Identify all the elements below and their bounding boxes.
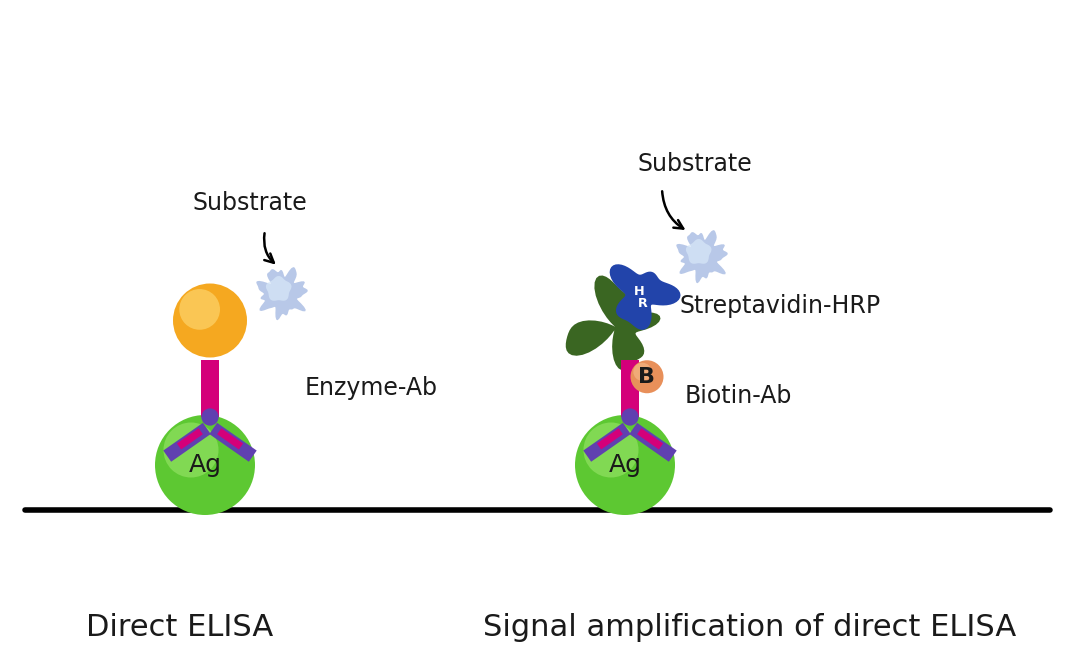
Polygon shape — [629, 360, 639, 417]
Circle shape — [583, 423, 639, 478]
Text: Ag: Ag — [189, 453, 222, 477]
Polygon shape — [163, 423, 211, 462]
Polygon shape — [622, 360, 631, 417]
Text: Direct ELISA: Direct ELISA — [87, 614, 273, 643]
Circle shape — [575, 415, 675, 515]
Polygon shape — [256, 267, 308, 320]
Text: R: R — [638, 297, 647, 310]
Circle shape — [179, 289, 220, 330]
Circle shape — [173, 283, 247, 358]
Text: B: B — [639, 366, 655, 387]
Polygon shape — [209, 423, 256, 462]
Text: Streptavidin-HRP: Streptavidin-HRP — [680, 293, 881, 318]
Polygon shape — [202, 360, 211, 417]
Polygon shape — [597, 428, 623, 450]
Circle shape — [630, 360, 664, 393]
Circle shape — [634, 362, 652, 381]
Circle shape — [155, 415, 255, 515]
Text: Biotin-Ab: Biotin-Ab — [685, 385, 792, 408]
Text: Ag: Ag — [609, 453, 641, 477]
Polygon shape — [209, 360, 219, 417]
Polygon shape — [629, 423, 676, 462]
Circle shape — [202, 409, 219, 425]
Text: Signal amplification of direct ELISA: Signal amplification of direct ELISA — [483, 614, 1016, 643]
Polygon shape — [177, 428, 203, 450]
Circle shape — [164, 423, 219, 478]
Polygon shape — [266, 276, 292, 301]
Polygon shape — [583, 423, 630, 462]
Polygon shape — [610, 264, 681, 330]
Polygon shape — [566, 275, 660, 370]
Polygon shape — [218, 428, 243, 450]
Polygon shape — [637, 428, 664, 450]
Polygon shape — [686, 239, 712, 264]
Text: Substrate: Substrate — [193, 192, 308, 216]
Text: Substrate: Substrate — [638, 151, 753, 176]
Text: H: H — [634, 285, 644, 297]
Text: Enzyme-Ab: Enzyme-Ab — [306, 377, 438, 400]
Polygon shape — [676, 230, 728, 283]
Circle shape — [622, 409, 639, 425]
